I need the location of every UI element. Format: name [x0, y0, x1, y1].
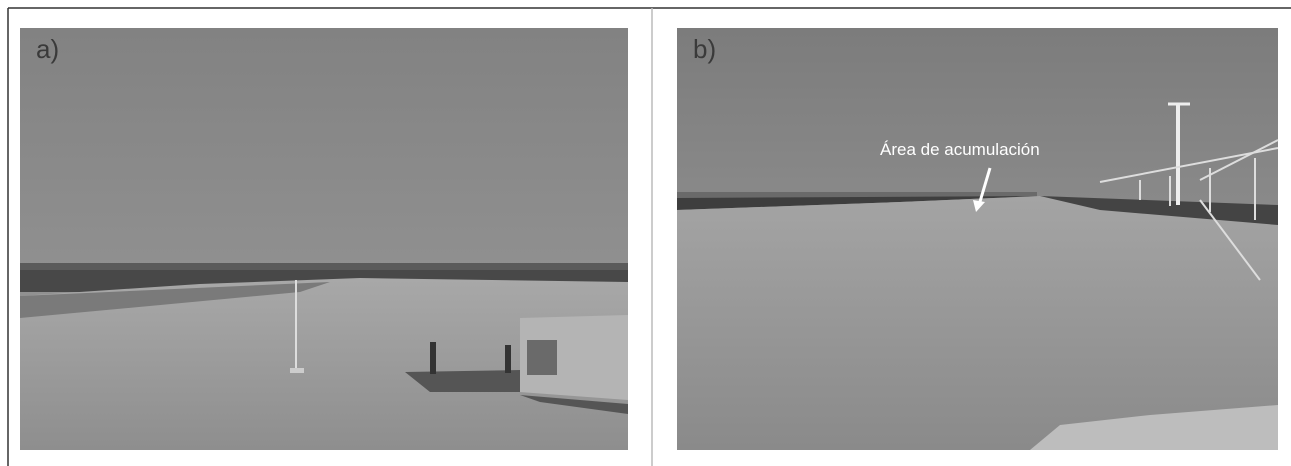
person — [430, 342, 436, 374]
pole-base — [290, 368, 304, 373]
photo-b: Área de acumulación b) — [677, 28, 1279, 450]
building-window — [527, 340, 557, 375]
building — [520, 315, 628, 400]
photo-a: a) — [20, 28, 628, 450]
sand — [677, 196, 1278, 450]
sand — [20, 278, 628, 450]
fence — [1099, 139, 1279, 281]
wall — [520, 395, 628, 414]
jetty — [20, 263, 628, 271]
panel-label: b) — [693, 34, 716, 64]
panel-label: a) — [36, 34, 59, 64]
person — [505, 345, 511, 373]
annotation: Área de acumulación — [880, 140, 1040, 159]
shadow — [405, 370, 520, 392]
arrow — [977, 167, 992, 206]
arrow-head — [973, 200, 985, 212]
promenade — [1040, 196, 1278, 225]
horizon — [677, 192, 1037, 198]
sea — [677, 196, 1040, 210]
wet-sand — [20, 282, 330, 318]
rocks — [1030, 405, 1278, 450]
